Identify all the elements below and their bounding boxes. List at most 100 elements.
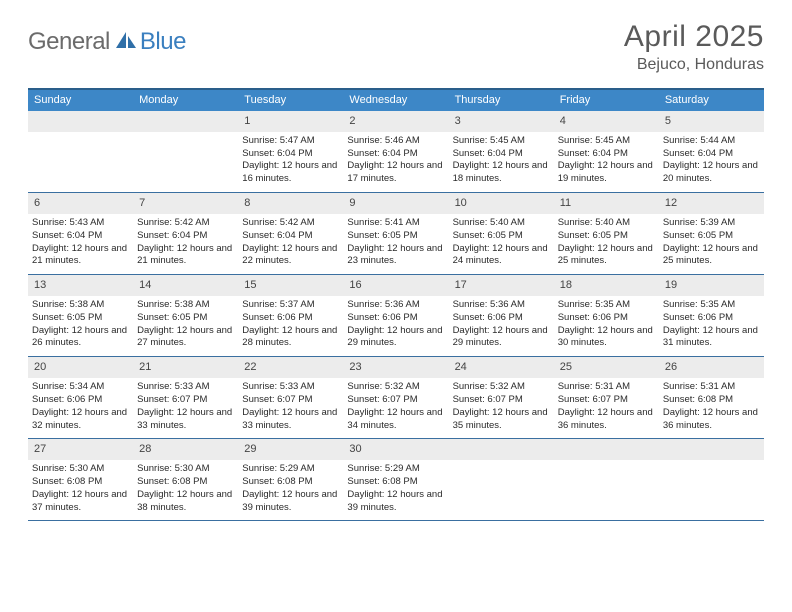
sunset-text: Sunset: 6:05 PM [32,312,129,325]
sunset-text: Sunset: 6:06 PM [453,312,550,325]
sunrise-text: Sunrise: 5:31 AM [558,381,655,394]
day-header: Friday [554,90,659,111]
daylight-text: Daylight: 12 hours and 17 minutes. [347,160,444,186]
sunset-text: Sunset: 6:05 PM [137,312,234,325]
daylight-text: Daylight: 12 hours and 29 minutes. [453,325,550,351]
calendar-page: General Blue April 2025 Bejuco, Honduras… [0,0,792,521]
day-cell: 2Sunrise: 5:46 AMSunset: 6:04 PMDaylight… [343,111,448,192]
daylight-text: Daylight: 12 hours and 39 minutes. [347,489,444,515]
sunrise-text: Sunrise: 5:38 AM [137,299,234,312]
daylight-text: Daylight: 12 hours and 27 minutes. [137,325,234,351]
week-row: 27Sunrise: 5:30 AMSunset: 6:08 PMDayligh… [28,439,764,521]
title-block: April 2025 Bejuco, Honduras [624,20,764,74]
day-number: 1 [238,111,343,132]
day-number: 24 [449,357,554,378]
sunset-text: Sunset: 6:06 PM [242,312,339,325]
day-number: 22 [238,357,343,378]
day-number: 15 [238,275,343,296]
day-cell: 29Sunrise: 5:29 AMSunset: 6:08 PMDayligh… [238,439,343,520]
sunset-text: Sunset: 6:05 PM [453,230,550,243]
daylight-text: Daylight: 12 hours and 33 minutes. [242,407,339,433]
daylight-text: Daylight: 12 hours and 25 minutes. [558,243,655,269]
day-number: 26 [659,357,764,378]
day-cell: 9Sunrise: 5:41 AMSunset: 6:05 PMDaylight… [343,193,448,274]
sunrise-text: Sunrise: 5:32 AM [453,381,550,394]
day-header: Wednesday [343,90,448,111]
day-cell [449,439,554,520]
day-number: 14 [133,275,238,296]
sunset-text: Sunset: 6:04 PM [663,148,760,161]
day-cell: 21Sunrise: 5:33 AMSunset: 6:07 PMDayligh… [133,357,238,438]
logo-text-blue: Blue [140,28,186,56]
day-cell: 19Sunrise: 5:35 AMSunset: 6:06 PMDayligh… [659,275,764,356]
sunset-text: Sunset: 6:06 PM [558,312,655,325]
sunrise-text: Sunrise: 5:30 AM [137,463,234,476]
sunset-text: Sunset: 6:05 PM [347,230,444,243]
sunrise-text: Sunrise: 5:32 AM [347,381,444,394]
day-cell: 17Sunrise: 5:36 AMSunset: 6:06 PMDayligh… [449,275,554,356]
sunrise-text: Sunrise: 5:45 AM [453,135,550,148]
daylight-text: Daylight: 12 hours and 18 minutes. [453,160,550,186]
day-cell: 28Sunrise: 5:30 AMSunset: 6:08 PMDayligh… [133,439,238,520]
logo-sail-icon [115,31,137,54]
daylight-text: Daylight: 12 hours and 26 minutes. [32,325,129,351]
sunset-text: Sunset: 6:05 PM [663,230,760,243]
day-header: Sunday [28,90,133,111]
day-number [659,439,764,460]
sunset-text: Sunset: 6:04 PM [347,148,444,161]
day-cell: 7Sunrise: 5:42 AMSunset: 6:04 PMDaylight… [133,193,238,274]
sunset-text: Sunset: 6:04 PM [453,148,550,161]
daylight-text: Daylight: 12 hours and 20 minutes. [663,160,760,186]
daylight-text: Daylight: 12 hours and 23 minutes. [347,243,444,269]
sunset-text: Sunset: 6:07 PM [137,394,234,407]
page-header: General Blue April 2025 Bejuco, Honduras [28,20,764,74]
daylight-text: Daylight: 12 hours and 30 minutes. [558,325,655,351]
day-number [133,111,238,132]
sunset-text: Sunset: 6:06 PM [347,312,444,325]
day-cell: 20Sunrise: 5:34 AMSunset: 6:06 PMDayligh… [28,357,133,438]
day-number: 7 [133,193,238,214]
sunrise-text: Sunrise: 5:35 AM [663,299,760,312]
sunrise-text: Sunrise: 5:46 AM [347,135,444,148]
sunrise-text: Sunrise: 5:36 AM [347,299,444,312]
day-cell: 1Sunrise: 5:47 AMSunset: 6:04 PMDaylight… [238,111,343,192]
daylight-text: Daylight: 12 hours and 35 minutes. [453,407,550,433]
day-number: 12 [659,193,764,214]
sunset-text: Sunset: 6:08 PM [137,476,234,489]
day-number [449,439,554,460]
sunset-text: Sunset: 6:04 PM [137,230,234,243]
day-cell: 14 Sunrise: 5:38 AMSunset: 6:05 PMDayligh… [133,275,238,356]
sunrise-text: Sunrise: 5:39 AM [663,217,760,230]
sunset-text: Sunset: 6:08 PM [347,476,444,489]
week-row: 13Sunrise: 5:38 AMSunset: 6:05 PMDayligh… [28,275,764,357]
day-header: Monday [133,90,238,111]
sunrise-text: Sunrise: 5:29 AM [347,463,444,476]
logo-text-general: General [28,28,110,56]
sunset-text: Sunset: 6:08 PM [32,476,129,489]
month-title: April 2025 [624,20,764,54]
sunset-text: Sunset: 6:08 PM [242,476,339,489]
day-cell: 26Sunrise: 5:31 AMSunset: 6:08 PMDayligh… [659,357,764,438]
day-number: 18 [554,275,659,296]
day-number: 16 [343,275,448,296]
daylight-text: Daylight: 12 hours and 36 minutes. [558,407,655,433]
daylight-text: Daylight: 12 hours and 29 minutes. [347,325,444,351]
sunrise-text: Sunrise: 5:34 AM [32,381,129,394]
sunset-text: Sunset: 6:08 PM [663,394,760,407]
sunset-text: Sunset: 6:06 PM [663,312,760,325]
sunset-text: Sunset: 6:05 PM [558,230,655,243]
day-cell: 6Sunrise: 5:43 AMSunset: 6:04 PMDaylight… [28,193,133,274]
day-number: 8 [238,193,343,214]
day-number: 17 [449,275,554,296]
daylight-text: Daylight: 12 hours and 36 minutes. [663,407,760,433]
daylight-text: Daylight: 12 hours and 16 minutes. [242,160,339,186]
day-cell: 8Sunrise: 5:42 AMSunset: 6:04 PMDaylight… [238,193,343,274]
daylight-text: Daylight: 12 hours and 25 minutes. [663,243,760,269]
sunset-text: Sunset: 6:07 PM [558,394,655,407]
sunrise-text: Sunrise: 5:38 AM [32,299,129,312]
day-cell: 16 Sunrise: 5:36 AMSunset: 6:06 PMDayligh… [343,275,448,356]
sunrise-text: Sunrise: 5:29 AM [242,463,339,476]
sunrise-text: Sunrise: 5:41 AM [347,217,444,230]
day-number: 21 [133,357,238,378]
day-number: 25 [554,357,659,378]
